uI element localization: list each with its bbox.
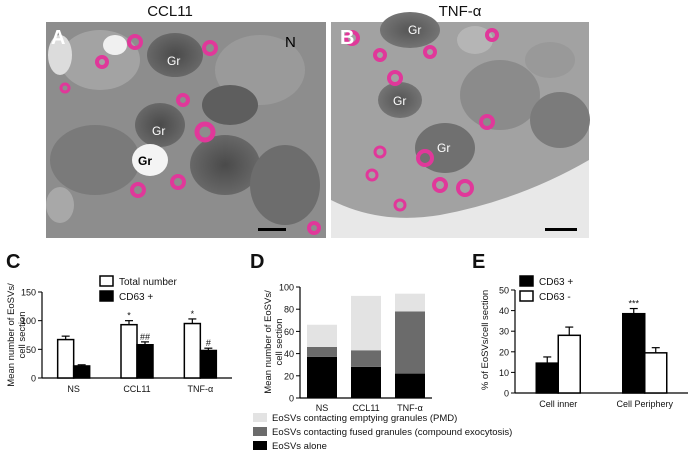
panel-c-letter: C [6,251,20,273]
chart-d-x-tick-label: NS [316,403,329,413]
chart-c-significance-label: ## [140,332,150,342]
chart-d-y-axis-label: Mean number of EoSVs/ [263,290,274,394]
chart-d-bar-segment [351,295,381,351]
chart-c-bar [183,322,202,379]
chart-c-y-tick-label: 100 [21,316,36,326]
chart-e-legend-swatch [519,290,534,302]
chart-e: 0 10 20 30 40 50 Cell inner Cell Periphery *** % … [480,275,688,409]
chart-c-significance-label: * [127,311,131,321]
chart-e-y-tick-label: 20 [499,347,509,357]
panel-d-letter: D [250,251,264,273]
chart-d-y-tick-label: 60 [284,327,294,337]
chart-d-bar-segment [307,324,337,347]
panel-a-letter: A [51,27,65,49]
panel-a-label-gr-2: Gr [152,124,165,138]
chart-d-y-tick-label: 0 [289,394,294,404]
chart-e-legend-label: CD63 + [539,277,573,288]
panel-b-label-gr-1: Gr [408,23,421,37]
chart-d-legend-swatch [253,441,267,450]
chart-d-bar-segment [351,350,381,367]
chart-c-bar [136,343,154,379]
chart-e-y-tick-label: 10 [499,368,509,378]
chart-e-y-axis-label: % of EoSVs/cell section [480,290,491,390]
chart-c-y-tick-label: 150 [21,288,36,298]
panel-a-title: CCL11 [147,3,193,20]
panel-b-label-gr-2: Gr [393,94,406,108]
chart-c-x-tick-label: TNF-α [187,384,213,394]
chart-d-x-tick-label: TNF-α [397,403,423,413]
chart-c-y-tick-label: 0 [31,374,36,384]
chart-c-y-axis-label: cell section [17,312,28,359]
chart-d-legend-label: EoSVs alone [272,441,327,452]
chart-c-y-axis-label: Mean number of EoSVs/ [6,283,17,387]
chart-d-legend-label: EoSVs contacting fused granules (compoun… [272,427,512,438]
chart-c-bar [72,365,91,379]
panel-e-letter: E [472,251,485,273]
chart-d-bar-segment [395,293,425,312]
chart-c-x-tick-label: CCL11 [123,384,150,394]
chart-d-y-tick-label: 100 [279,283,294,293]
chart-e-legend-label: CD63 - [539,292,571,303]
chart-d-y-tick-label: 40 [284,349,294,359]
chart-d-y-tick-label: 20 [284,371,294,381]
chart-c-legend-swatch [99,275,114,287]
chart-c-bar [56,338,75,379]
panel-b-title: TNF-α [439,3,482,20]
chart-e-bar [535,362,559,394]
chart-c-significance-label: * [191,309,195,319]
chart-c-legend-swatch [99,290,114,302]
chart-d-bar-segment [307,356,337,398]
micrograph-a [46,22,326,238]
chart-d-bar-segment [351,366,381,398]
chart-d-legend-swatch [253,413,267,422]
panel-a-label-gr-3: Gr [138,154,152,168]
chart-d-bar-segment [395,311,425,374]
chart-d-bar-segment [395,373,425,398]
chart-c-legend-label: Total number [119,277,177,288]
chart-e-legend-swatch [519,275,534,287]
chart-d-legend-swatch [253,427,267,436]
chart-e-y-tick-label: 50 [499,286,509,296]
chart-d-y-axis-label: cell section [274,319,285,366]
chart-e-bar [622,312,646,394]
chart-d-x-tick-label: CCL11 [352,403,379,413]
chart-c: 0 50 100 150 NS CCL11 * ## TNF-α * # Mean number of… [6,275,232,394]
panel-b-letter: B [340,27,354,49]
chart-d-legend-label: EoSVs contacting emptying granules (PMD) [272,413,457,424]
chart-d-y-tick-label: 80 [284,305,294,315]
chart-e-y-tick-label: 40 [499,306,509,316]
chart-e-bar [557,334,581,394]
chart-e-y-tick-label: 30 [499,327,509,337]
chart-e-significance-label: *** [628,299,639,309]
chart-e-bar [644,352,668,394]
chart-e-y-tick-label: 0 [504,389,509,399]
chart-c-x-tick-label: NS [67,384,80,394]
micrograph-b [331,12,590,238]
chart-d-bar-segment [307,346,337,357]
chart-c-bar [120,323,138,379]
panel-a-label-n: N [285,34,296,51]
chart-c-bar [199,349,218,379]
chart-c-significance-label: # [206,338,211,348]
chart-e-x-tick-label: Cell Periphery [616,399,673,409]
chart-e-x-tick-label: Cell inner [539,399,577,409]
chart-c-legend-label: CD63 + [119,292,153,303]
panel-b-label-gr-3: Gr [437,141,450,155]
chart-c-y-tick-label: 50 [26,345,36,355]
panel-a-label-gr-1: Gr [167,54,180,68]
